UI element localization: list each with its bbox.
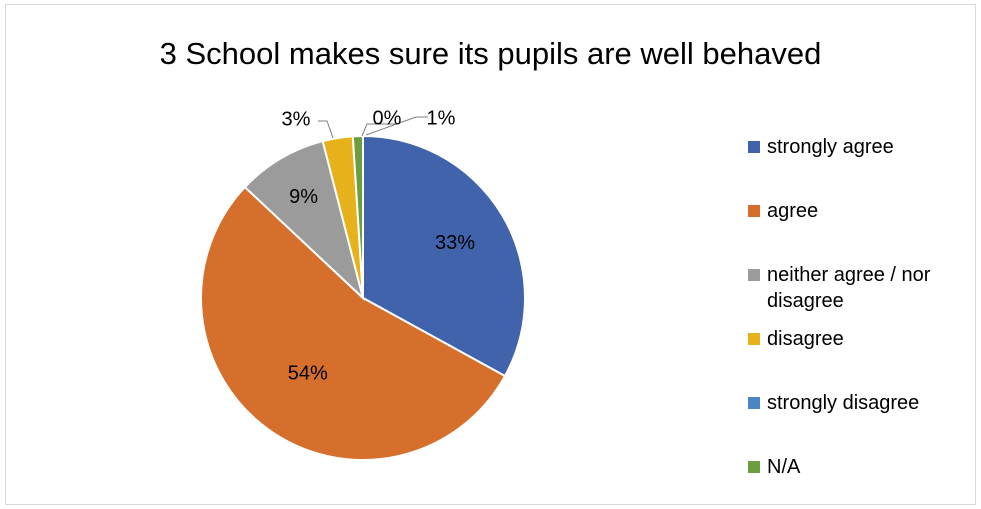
data-label-strongly-agree: 33% [435, 232, 475, 254]
legend-swatch [748, 269, 760, 281]
leader-line-n-a [365, 116, 428, 136]
chart-title: 3 School makes sure its pupils are well … [159, 36, 822, 71]
legend-label: agree [767, 200, 819, 222]
legend-swatch [748, 141, 760, 153]
leader-line-strongly-disagree [361, 123, 397, 137]
leader-line-disagree [318, 120, 334, 139]
legend-item-disagree: disagree [748, 326, 967, 352]
legend-item-strongly-disagree: strongly disagree [748, 390, 967, 416]
data-label-n-a: 1% [427, 107, 456, 129]
pie-slice-neither-agree-nor-disagree [243, 139, 365, 302]
legend-label: N/A [767, 456, 801, 478]
data-label-disagree: 3% [282, 108, 311, 130]
pie-slice-agree [200, 185, 507, 461]
legend-item-neither-agree-nor-disagree: neither agree / nor disagree [748, 262, 967, 314]
legend-item-agree: agree [748, 198, 967, 224]
legend-label: disagree [767, 328, 844, 350]
data-label-neither-agree-nor-disagree: 9% [289, 186, 318, 208]
pie-slice-n-a [351, 134, 364, 299]
legend-item-strongly-agree: strongly agree [748, 134, 967, 160]
legend-swatch [748, 333, 760, 345]
legend-swatch [748, 205, 760, 217]
legend-swatch [748, 397, 760, 409]
legend-label: strongly disagree [767, 392, 920, 414]
pie-slice-strongly-agree [362, 134, 526, 378]
legend-label: neither agree / nor disagree [767, 264, 931, 312]
legend-swatch [748, 461, 760, 473]
legend-label: strongly agree [767, 136, 894, 158]
data-label-strongly-disagree: 0% [373, 107, 402, 129]
data-label-agree: 54% [288, 362, 328, 384]
legend-item-n-a: N/A [748, 454, 967, 480]
